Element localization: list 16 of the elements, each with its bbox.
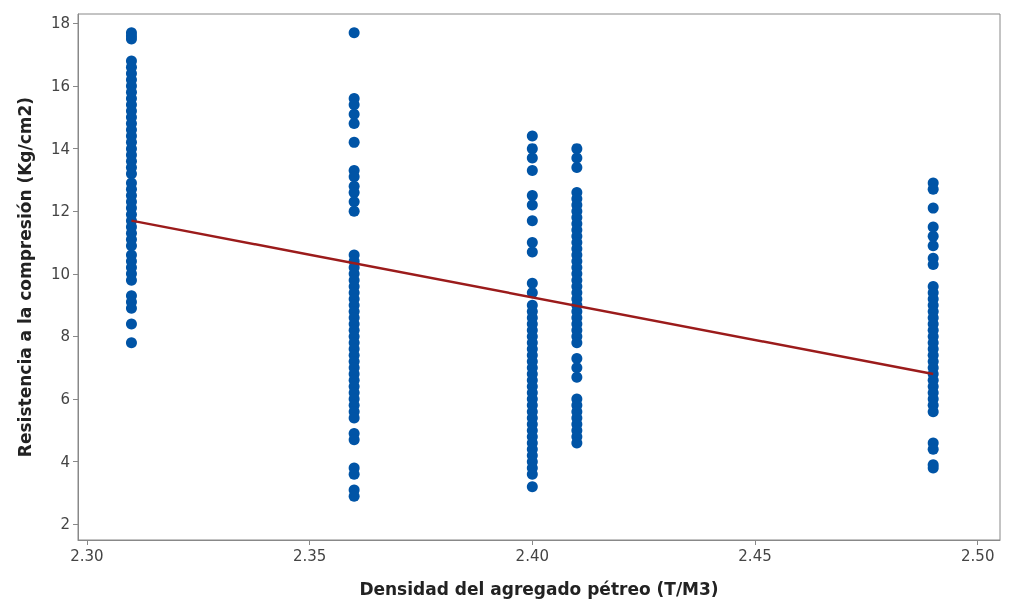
y-tick-label: 18 (50, 14, 70, 33)
y-tick-label: 6 (60, 390, 70, 409)
x-tick-label: 2.50 (961, 546, 995, 565)
y-tick-label: 10 (50, 264, 70, 283)
y-tick-label: 2 (60, 515, 70, 534)
x-tick-label: 2.35 (292, 546, 327, 565)
x-tick-label: 2.45 (738, 546, 772, 565)
y-tick-label: 12 (50, 202, 70, 221)
x-tick-label: 2.30 (70, 546, 104, 565)
y-tick-label: 14 (50, 139, 70, 158)
y-tick-label: 16 (50, 77, 70, 96)
x-tick-label: 2.40 (515, 546, 550, 565)
x-axis-title: Densidad del agregado pétreo (T/M3) (359, 578, 719, 599)
y-axis-title: Resistencia a la compresión (Kg/cm2) (14, 96, 35, 458)
y-tick-label: 4 (60, 452, 70, 471)
y-tick-label: 8 (60, 327, 70, 346)
